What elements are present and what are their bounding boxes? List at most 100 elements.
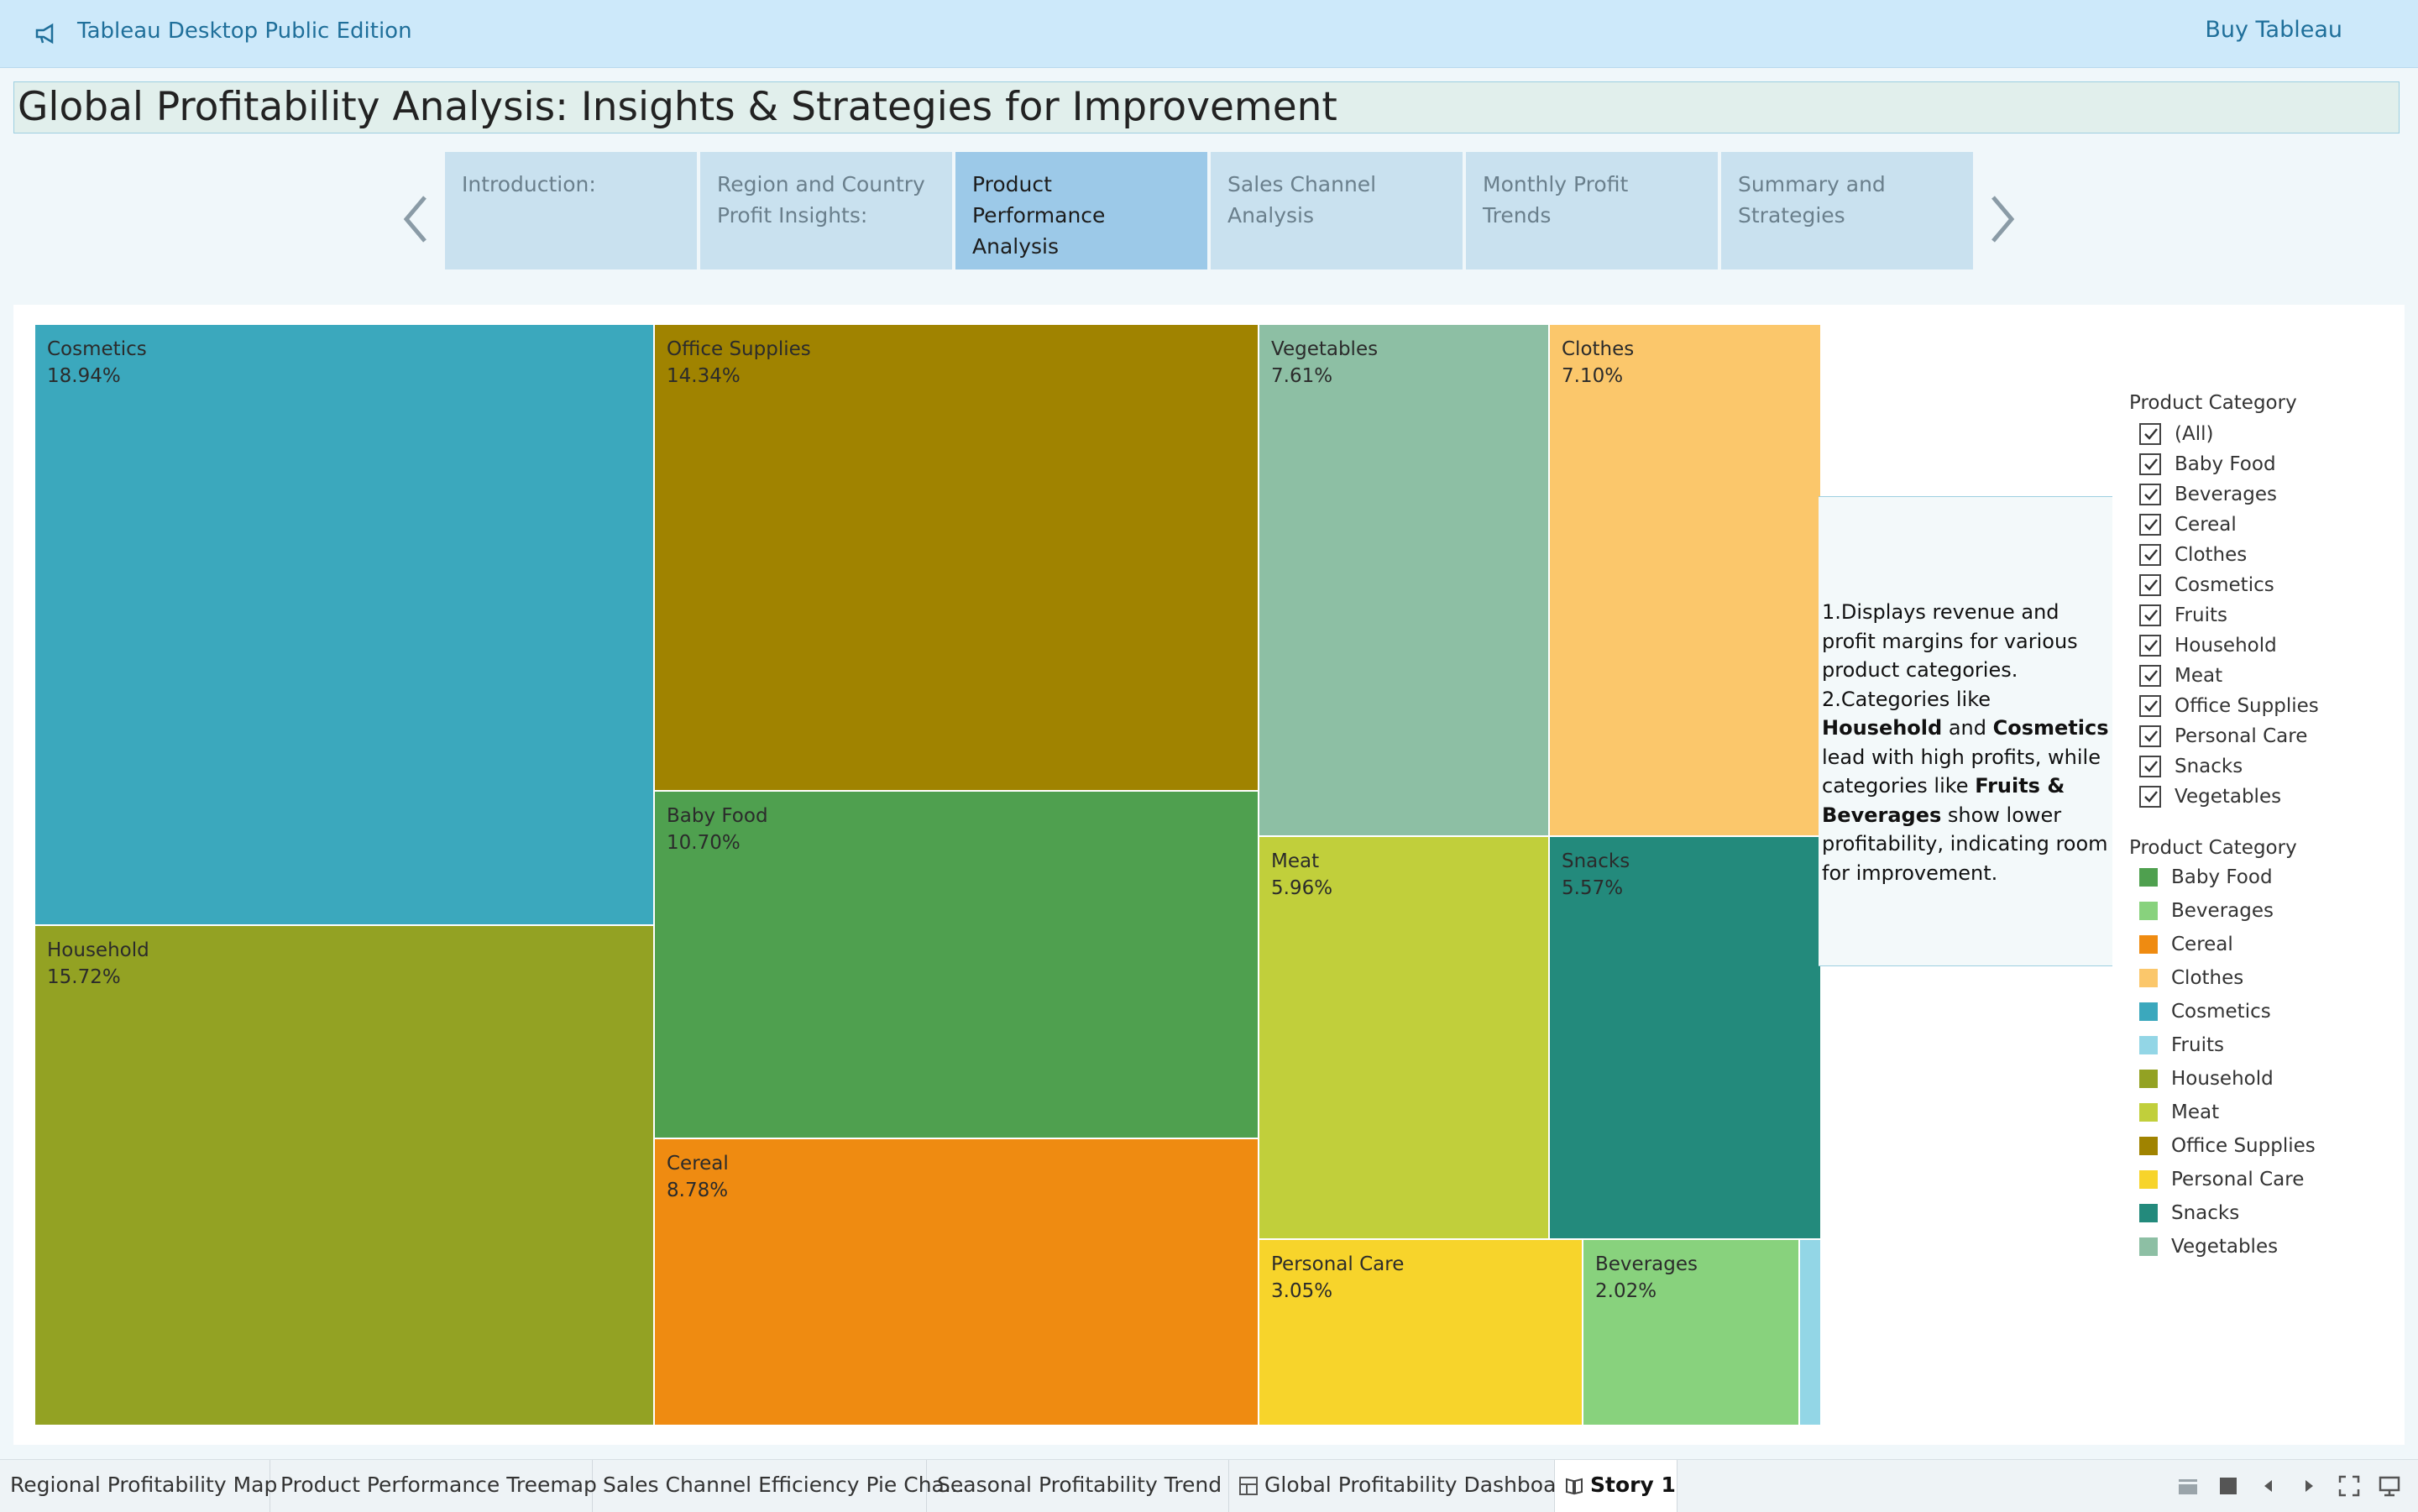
app-title: Tableau Desktop Public Edition [77, 18, 412, 44]
buy-tableau-link[interactable]: Buy Tableau [2205, 17, 2342, 43]
tab-label: Sales Channel Efficiency Pie Cha... [603, 1473, 965, 1497]
show-sheet-sorter-icon[interactable] [2216, 1474, 2240, 1498]
show-filmstrip-icon[interactable] [2176, 1474, 2200, 1498]
legend-item[interactable]: Vegetables [2129, 1230, 2398, 1263]
legend-label: Beverages [2171, 900, 2274, 922]
filter-option-label: Vegetables [2175, 786, 2282, 808]
tile-label: Clothes [1562, 338, 1635, 360]
tile-value: 14.34% [667, 365, 741, 387]
filter-option-label: Household [2175, 635, 2277, 657]
tile-meat[interactable]: Meat 5.96% [1259, 837, 1550, 1240]
tab-story-1[interactable]: Story 1 [1555, 1460, 1677, 1512]
tab-seasonal-trend[interactable]: Seasonal Profitability Trend [927, 1460, 1229, 1512]
legend-swatch [2139, 868, 2158, 887]
checkbox-checked-icon[interactable] [2139, 514, 2161, 536]
legend-label: Personal Care [2171, 1169, 2305, 1190]
filter-option[interactable]: Baby Food [2129, 449, 2398, 479]
tile-value: 5.57% [1562, 877, 1624, 899]
tile-cosmetics[interactable]: Cosmetics 18.94% [35, 325, 655, 926]
tab-product-performance-treemap[interactable]: Product Performance Treemap [270, 1460, 597, 1512]
next-story-point-button[interactable] [1981, 186, 2023, 253]
legend-swatch [2139, 1137, 2158, 1155]
story-point-label: Monthly Profit Trends [1483, 172, 1629, 228]
filter-option[interactable]: Cosmetics [2129, 570, 2398, 600]
filter-option[interactable]: Vegetables [2129, 782, 2398, 812]
story-point-label: Summary and Strategies [1738, 172, 1886, 228]
tile-value: 8.78% [667, 1180, 729, 1201]
story-point-product-performance[interactable]: Product Performance Analysis [955, 152, 1207, 269]
checkbox-checked-icon[interactable] [2139, 695, 2161, 717]
legend-swatch [2139, 902, 2158, 920]
checkbox-checked-icon[interactable] [2139, 453, 2161, 475]
tile-personal-care[interactable]: Personal Care 3.05% [1259, 1240, 1583, 1426]
filter-option[interactable]: Meat [2129, 661, 2398, 691]
tab-sales-channel-pie[interactable]: Sales Channel Efficiency Pie Cha... [593, 1460, 965, 1512]
tile-label: Meat [1271, 850, 1320, 872]
checkbox-checked-icon[interactable] [2139, 725, 2161, 747]
tile-beverages[interactable]: Beverages 2.02% [1583, 1240, 1800, 1426]
checkbox-checked-icon[interactable] [2139, 786, 2161, 808]
tile-value: 18.94% [47, 365, 121, 387]
checkbox-checked-icon[interactable] [2139, 604, 2161, 626]
legend-swatch [2139, 1170, 2158, 1189]
tile-baby-food[interactable]: Baby Food 10.70% [655, 792, 1259, 1139]
legend-label: Household [2171, 1068, 2274, 1090]
legend-swatch [2139, 1237, 2158, 1256]
story-point-monthly-profit[interactable]: Monthly Profit Trends [1466, 152, 1718, 269]
checkbox-checked-icon[interactable] [2139, 756, 2161, 777]
filter-option-label: Fruits [2175, 604, 2227, 626]
checkbox-checked-icon[interactable] [2139, 544, 2161, 566]
product-treemap: Cosmetics 18.94% Household 15.72% Office… [35, 325, 1834, 1426]
tile-label: Vegetables [1271, 338, 1379, 360]
legend-item[interactable]: Cereal [2129, 928, 2398, 961]
filter-option-label: Beverages [2175, 484, 2277, 505]
scroll-right-icon[interactable] [2297, 1474, 2321, 1498]
story-point-region-country[interactable]: Region and Country Profit Insights: [700, 152, 952, 269]
filter-option-label: Cereal [2175, 514, 2237, 536]
legend-item[interactable]: Clothes [2129, 961, 2398, 995]
story-point-summary[interactable]: Summary and Strategies [1721, 152, 1973, 269]
tile-fruits[interactable] [1800, 1240, 1822, 1426]
checkbox-checked-icon[interactable] [2139, 665, 2161, 687]
filter-option[interactable]: Office Supplies [2129, 691, 2398, 721]
tab-regional-profitability-map[interactable]: Regional Profitability Map [0, 1460, 277, 1512]
filter-option[interactable]: Snacks [2129, 751, 2398, 782]
tile-value: 2.02% [1595, 1280, 1657, 1302]
fullscreen-icon[interactable] [2337, 1474, 2361, 1498]
legend-item[interactable]: Beverages [2129, 894, 2398, 928]
filter-option[interactable]: Fruits [2129, 600, 2398, 630]
presentation-mode-icon[interactable] [2378, 1474, 2401, 1498]
story-point-introduction[interactable]: Introduction: [445, 152, 697, 269]
filter-option-label: Snacks [2175, 756, 2243, 777]
checkbox-checked-icon[interactable] [2139, 423, 2161, 445]
legend-item[interactable]: Personal Care [2129, 1163, 2398, 1196]
previous-story-point-button[interactable] [395, 186, 437, 253]
story-point-sales-channel[interactable]: Sales Channel Analysis [1211, 152, 1463, 269]
tile-cereal[interactable]: Cereal 8.78% [655, 1139, 1259, 1426]
legend-swatch [2139, 1002, 2158, 1021]
checkbox-checked-icon[interactable] [2139, 635, 2161, 657]
filter-option[interactable]: Personal Care [2129, 721, 2398, 751]
legend-item[interactable]: Household [2129, 1062, 2398, 1096]
filter-option[interactable]: Clothes [2129, 540, 2398, 570]
tile-household[interactable]: Household 15.72% [35, 926, 655, 1426]
tile-snacks[interactable]: Snacks 5.57% [1550, 837, 1822, 1240]
filter-option[interactable]: Household [2129, 630, 2398, 661]
checkbox-checked-icon[interactable] [2139, 574, 2161, 596]
filter-option[interactable]: Beverages [2129, 479, 2398, 510]
legend-item[interactable]: Cosmetics [2129, 995, 2398, 1028]
checkbox-checked-icon[interactable] [2139, 484, 2161, 505]
legend-item[interactable]: Meat [2129, 1096, 2398, 1129]
scroll-left-icon[interactable] [2257, 1474, 2280, 1498]
legend-item[interactable]: Snacks [2129, 1196, 2398, 1230]
tile-clothes[interactable]: Clothes 7.10% [1550, 325, 1822, 837]
legend-item[interactable]: Office Supplies [2129, 1129, 2398, 1163]
filter-list: (All) Baby Food Beverages Cereal Clothes Cosm… [2129, 419, 2398, 812]
legend-item[interactable]: Fruits [2129, 1028, 2398, 1062]
tab-global-dashboard[interactable]: Global Profitability Dashboard [1229, 1460, 1578, 1512]
tile-vegetables[interactable]: Vegetables 7.61% [1259, 325, 1550, 837]
legend-item[interactable]: Baby Food [2129, 861, 2398, 894]
tile-office-supplies[interactable]: Office Supplies 14.34% [655, 325, 1259, 792]
filter-option[interactable]: Cereal [2129, 510, 2398, 540]
filter-option[interactable]: (All) [2129, 419, 2398, 449]
